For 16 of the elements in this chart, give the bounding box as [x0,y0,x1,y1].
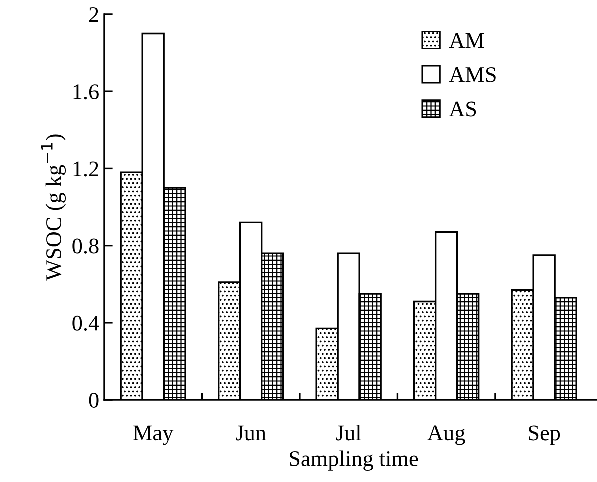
x-tick-label: Jul [336,425,362,441]
x-tick-label: Aug [428,426,466,446]
y-tick-label: 0.8 [72,238,99,254]
x-tick-label: Jun [236,426,266,441]
x-tick-label: Sep [529,426,560,446]
legend-label: AS [449,102,476,117]
x-tick-label: May [134,426,174,446]
y-tick-label: 0 [89,392,99,408]
y-tick-label: 0.4 [72,316,100,331]
legend-label: AMS [449,68,496,82]
legend-label: AM [449,33,484,48]
y-axis-title: WSOC (g kg$^{−1}$) [41,134,66,281]
y-tick-label: 1.2 [74,162,98,177]
x-axis-title: Sampling time [290,450,418,471]
y-tick-label: 1.6 [74,84,99,100]
y-tick-label: 2 [89,7,98,22]
